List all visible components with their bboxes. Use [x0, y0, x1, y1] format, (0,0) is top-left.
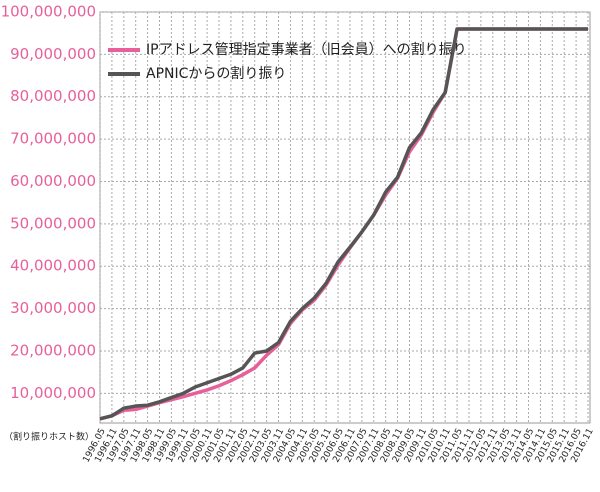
series-line — [99, 27, 588, 421]
y-tick-label: 70,000,000 — [10, 130, 96, 148]
y-tick-label: 60,000,000 — [10, 172, 96, 190]
legend-label: IPアドレス管理指定事業者（旧会員）への割り振り — [146, 41, 467, 58]
y-tick-label: 50,000,000 — [10, 214, 96, 232]
y-tick-label: 100,000,000 — [1, 3, 96, 21]
legend-label: APNICからの割り振り — [146, 65, 286, 82]
y-tick-label: 10,000,000 — [10, 384, 96, 402]
y-tick-label: 20,000,000 — [10, 341, 96, 359]
y-tick-label: 90,000,000 — [10, 45, 96, 63]
y-tick-label: 30,000,000 — [10, 299, 96, 317]
y-axis-label: （割り振りホスト数） — [4, 431, 94, 443]
y-tick-label: 80,000,000 — [10, 87, 96, 105]
y-tick-label: 40,000,000 — [10, 257, 96, 275]
